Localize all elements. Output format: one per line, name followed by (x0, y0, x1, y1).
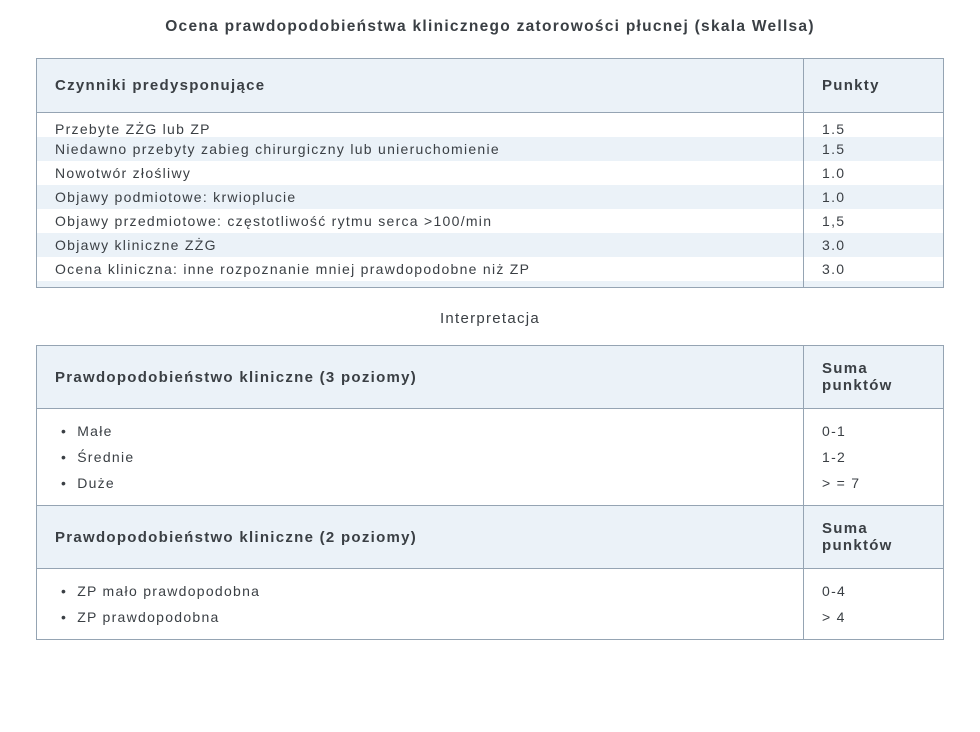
factor-cell: Przebyte ZŻG lub ZP (37, 113, 804, 138)
bullet-icon: • (61, 609, 67, 625)
level-cell: • Średnie (37, 444, 804, 470)
table-row: Przebyte ZŻG lub ZP 1.5 (37, 113, 944, 138)
range-cell: 1-2 (804, 444, 944, 470)
factor-cell: Ocena kliniczna: inne rozpoznanie mniej … (37, 257, 804, 281)
column-header-probability: Prawdopodobieństwo kliniczne (3 poziomy) (37, 346, 804, 409)
points-cell: 3.0 (804, 233, 944, 257)
spacer-cell (804, 281, 944, 288)
table-row: Objawy kliniczne ZŻG 3.0 (37, 233, 944, 257)
level-cell: • ZP prawdopodobna (37, 604, 804, 640)
column-header-probability: Prawdopodobieństwo kliniczne (2 poziomy) (37, 506, 804, 569)
range-cell: > = 7 (804, 470, 944, 506)
table-row (37, 281, 944, 288)
table-row: Objawy podmiotowe: krwioplucie 1.0 (37, 185, 944, 209)
interpretation-title: Interpretacja (36, 310, 944, 327)
table-row: • Małe 0-1 (37, 409, 944, 445)
range-cell: 0-4 (804, 569, 944, 605)
points-cell: 3.0 (804, 257, 944, 281)
table-row: Niedawno przebyty zabieg chirurgiczny lu… (37, 137, 944, 161)
points-cell: 1.0 (804, 185, 944, 209)
level-label: ZP prawdopodobna (77, 609, 219, 625)
spacer-cell (37, 281, 804, 288)
column-header-sum: Suma punktów (804, 346, 944, 409)
table-row: • ZP prawdopodobna > 4 (37, 604, 944, 640)
page-title: Ocena prawdopodobieństwa klinicznego zat… (36, 18, 944, 36)
level-cell: • ZP mało prawdopodobna (37, 569, 804, 605)
factor-cell: Objawy podmiotowe: krwioplucie (37, 185, 804, 209)
level-label: Średnie (77, 449, 134, 465)
points-cell: 1,5 (804, 209, 944, 233)
column-header-factors: Czynniki predysponujące (37, 59, 804, 113)
level-cell: • Małe (37, 409, 804, 445)
points-cell: 1.0 (804, 161, 944, 185)
level-label: Duże (77, 475, 115, 491)
factor-cell: Objawy przedmiotowe: częstotliwość rytmu… (37, 209, 804, 233)
level-label: ZP mało prawdopodobna (77, 583, 260, 599)
bullet-icon: • (61, 423, 67, 439)
column-header-sum: Suma punktów (804, 506, 944, 569)
level-label: Małe (77, 423, 112, 439)
points-cell: 1.5 (804, 137, 944, 161)
table-row: Objawy przedmiotowe: częstotliwość rytmu… (37, 209, 944, 233)
interpretation-3level-table: Prawdopodobieństwo kliniczne (3 poziomy)… (36, 345, 944, 640)
points-cell: 1.5 (804, 113, 944, 138)
level-cell: • Duże (37, 470, 804, 506)
table-row: • Średnie 1-2 (37, 444, 944, 470)
range-cell: > 4 (804, 604, 944, 640)
predisposing-factors-table: Czynniki predysponujące Punkty Przebyte … (36, 58, 944, 288)
table-row: • Duże > = 7 (37, 470, 944, 506)
bullet-icon: • (61, 449, 67, 465)
table-row: Nowotwór złośliwy 1.0 (37, 161, 944, 185)
bullet-icon: • (61, 475, 67, 491)
table-row: • ZP mało prawdopodobna 0-4 (37, 569, 944, 605)
bullet-icon: • (61, 583, 67, 599)
factor-cell: Niedawno przebyty zabieg chirurgiczny lu… (37, 137, 804, 161)
factor-cell: Objawy kliniczne ZŻG (37, 233, 804, 257)
column-header-points: Punkty (804, 59, 944, 113)
range-cell: 0-1 (804, 409, 944, 445)
factor-cell: Nowotwór złośliwy (37, 161, 804, 185)
table-row: Ocena kliniczna: inne rozpoznanie mniej … (37, 257, 944, 281)
